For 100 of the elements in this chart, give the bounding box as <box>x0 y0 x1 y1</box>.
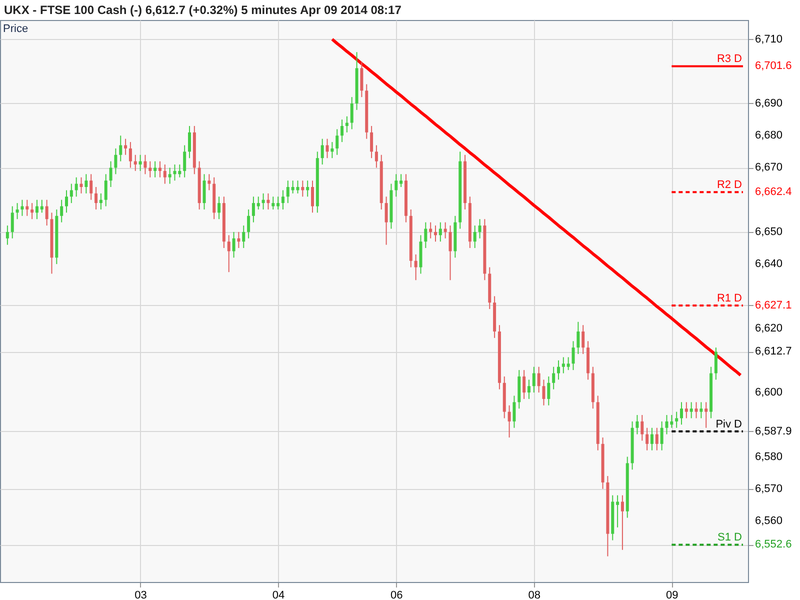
candlestick <box>138 154 142 172</box>
candlestick <box>208 174 211 191</box>
candlestick <box>394 174 398 198</box>
chart-title: UKX - FTSE 100 Cash (-) 6,612.7 (+0.32%) 5 minutes Apr 09 2014 08:17 <box>4 3 402 17</box>
y-tick-label: 6,570 <box>755 482 783 495</box>
candlestick <box>144 154 147 175</box>
y-tick-label: 6,710 <box>755 33 783 46</box>
candlestick <box>158 160 162 178</box>
candlestick <box>665 414 668 435</box>
y-tick-label: 6,640 <box>755 258 783 270</box>
y-tick-label: 6,650 <box>755 226 783 238</box>
candlestick <box>45 199 48 226</box>
candlestick <box>522 370 526 400</box>
candlestick <box>65 190 68 214</box>
candlestick <box>148 160 152 178</box>
candlestick <box>448 225 452 281</box>
candlestick <box>537 366 540 394</box>
candlestick <box>173 164 176 182</box>
ref-line-label: R3 D <box>716 53 742 66</box>
candlestick <box>178 164 182 178</box>
candlestick <box>636 414 639 435</box>
candlestick <box>414 254 418 281</box>
candlestick <box>20 199 24 216</box>
candlestick <box>582 324 585 354</box>
ref-line-label: Piv D <box>716 418 742 430</box>
candlestick <box>26 199 29 216</box>
y-tick-label: 6,701.6 <box>755 60 792 72</box>
candlestick <box>242 225 246 249</box>
candlestick <box>168 167 172 184</box>
candlestick <box>266 192 270 210</box>
candlestick <box>350 96 354 130</box>
candlestick <box>660 420 664 451</box>
candlestick <box>128 142 132 168</box>
candlestick <box>202 174 206 210</box>
candlestick <box>119 135 122 162</box>
y-tick-label: 6,620 <box>755 322 783 334</box>
candlestick <box>370 125 374 159</box>
candlestick <box>272 196 275 210</box>
candlestick <box>345 116 348 133</box>
ref-line-label: R1 D <box>716 292 742 304</box>
candlestick <box>40 199 44 214</box>
candlestick <box>478 218 482 239</box>
candlestick <box>114 148 118 175</box>
candlestick <box>340 119 344 143</box>
candlestick <box>700 402 703 419</box>
candlestick <box>80 176 83 194</box>
candlestick <box>154 160 157 178</box>
candlestick <box>508 404 511 438</box>
candlestick <box>704 402 708 428</box>
candlestick <box>552 366 556 390</box>
y-tick-label: 6,612.7 <box>755 346 792 358</box>
y-tick-label: 6,587.9 <box>755 425 792 438</box>
annotation: Price <box>3 23 28 35</box>
x-tick-label: 03 <box>134 590 147 600</box>
candlestick <box>237 231 240 249</box>
candlestick <box>311 180 314 214</box>
candlestick <box>640 414 644 442</box>
candlestick <box>646 427 649 451</box>
candlestick <box>262 192 265 210</box>
candlestick <box>74 176 78 198</box>
candlestick <box>384 196 388 246</box>
candlestick <box>94 186 98 210</box>
candlestick <box>286 180 290 204</box>
candlestick <box>675 411 678 428</box>
candlestick <box>512 395 516 428</box>
candlestick <box>336 128 339 156</box>
candlestick <box>542 379 546 406</box>
candlestick <box>134 154 137 172</box>
candlestick <box>694 402 698 419</box>
candlestick <box>306 180 310 198</box>
candlestick <box>655 427 658 451</box>
candlestick <box>360 61 364 98</box>
candlestick <box>60 199 64 223</box>
candlestick <box>281 190 284 210</box>
candlestick <box>301 180 304 198</box>
candlestick <box>232 231 236 258</box>
candlestick <box>650 427 654 451</box>
candlestick <box>670 414 674 428</box>
y-tick-label: 6,560 <box>755 514 783 527</box>
candlestick <box>557 360 560 380</box>
candlestick <box>104 174 108 207</box>
y-tick-label: 6,690 <box>755 97 783 110</box>
y-tick-label: 6,662.4 <box>755 186 792 198</box>
candlestick <box>434 225 437 242</box>
line-series <box>330 38 742 377</box>
x-tick-label: 09 <box>666 590 678 600</box>
candlestick <box>527 379 530 400</box>
candlestick <box>163 164 166 184</box>
candlestick <box>276 196 280 210</box>
candlestick <box>183 144 186 178</box>
candlestick <box>684 402 688 419</box>
y-tick-label: 6,600 <box>755 386 783 399</box>
candlestick <box>562 356 565 374</box>
candlestick <box>438 222 442 242</box>
candlestick <box>690 402 693 419</box>
candlestick <box>247 208 250 239</box>
candlestick <box>566 356 570 371</box>
candlestick <box>572 340 575 371</box>
ref-line-label: R2 D <box>716 179 742 192</box>
candlestick <box>10 206 14 239</box>
